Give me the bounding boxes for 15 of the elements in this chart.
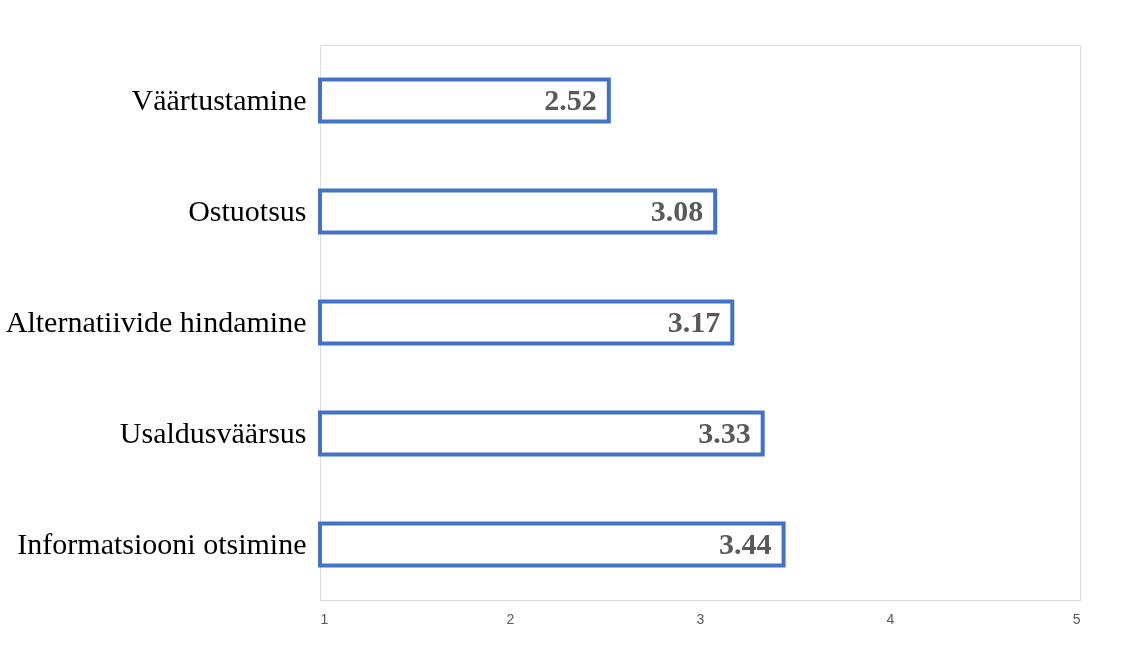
data-label: 3.44 [719,526,772,560]
x-tick-label: 2 [506,610,515,627]
y-tick-label: Väärtustamine [131,82,307,116]
data-label: 3.33 [698,415,751,449]
data-label: 3.08 [650,193,704,227]
x-tick-label: 3 [696,610,705,627]
y-tick-label: Informatsiooni otsimine [17,526,307,560]
data-label: 3.17 [667,304,721,338]
x-tick-label: 5 [1072,610,1081,627]
data-label: 2.52 [544,82,597,116]
y-tick-label: Alternatiivide hindamine [5,304,307,338]
x-tick-label: 1 [320,610,329,627]
y-tick-label: Usaldusväärsus [119,415,307,449]
x-tick-label: 4 [886,610,895,627]
y-tick-label: Ostuotsus [188,193,307,227]
